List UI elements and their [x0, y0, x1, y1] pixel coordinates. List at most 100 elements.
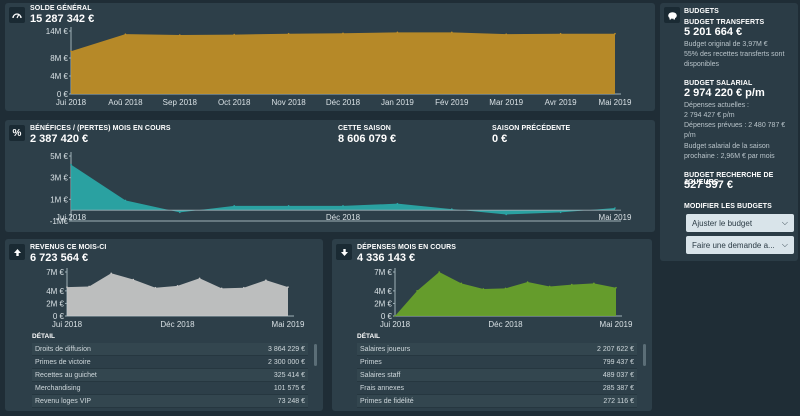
balance-y-tick: 8M € [50, 54, 68, 63]
revenue-y-tick: 0 € [53, 312, 65, 321]
expenses-point [416, 290, 418, 292]
expenses-detail-value: 2 207 622 € [597, 345, 634, 353]
expenses-point [482, 288, 485, 290]
balance-x-tick: Avr 2019 [545, 98, 577, 107]
revenue-point [154, 286, 157, 289]
revenue-point [176, 285, 179, 287]
previous-season-title: SAISON PRÉCÉDENTE [492, 125, 571, 132]
request-label: Faire une demande a... [692, 240, 775, 250]
balance-x-tick: Aoû 2018 [108, 98, 143, 107]
balance-y-tick: 14M € [46, 27, 69, 36]
expenses-detail-label: Salaires joueurs [360, 345, 411, 353]
balance-x-tick: Mar 2019 [489, 98, 523, 107]
balance-title: SOLDE GÉNÉRAL [30, 5, 92, 12]
expenses-x-tick: Mai 2019 [600, 320, 633, 329]
revenue-detail-row: Revenu loges VIP 73 248 € [32, 395, 308, 408]
balance-x-tick: Sep 2018 [163, 98, 198, 107]
previous-season-value: 0 € [492, 133, 508, 145]
expenses-area [395, 272, 616, 316]
expenses-y-tick: 0 € [381, 312, 393, 321]
profit-x-tick: Jui 2018 [56, 213, 87, 222]
profit-point [559, 211, 562, 214]
balance-x-tick: Déc 2018 [326, 98, 361, 107]
scouting-budget-title: BUDGET RECHERCHE DE JOUEURS [684, 172, 774, 186]
expenses-detail-label: Frais annexes [360, 384, 404, 392]
balance-point [614, 32, 616, 35]
balance-point [124, 33, 127, 35]
expenses-detail-row: Salaires staff 489 037 € [357, 369, 637, 382]
adjust-budget-dropdown[interactable]: Ajuster le budget ⌵ [686, 214, 794, 232]
profit-point [70, 163, 72, 166]
expenses-point [615, 286, 617, 289]
expenses-chart: 7M € 4M € 2M € 0 €Jui 2018 Déc 2018 Mai 2019 [374, 268, 633, 329]
arrow-down-icon [340, 248, 348, 256]
revenue-panel: REVENUS CE MOIS-CI 6 723 564 € 7M € 4M € 2… [5, 239, 323, 411]
revenue-detail-value: 73 248 € [277, 397, 305, 405]
expenses-point [593, 282, 595, 285]
revenue-point [220, 287, 223, 290]
expenses-panel: DÉPENSES MOIS EN COURS 4 336 143 € 7M € 4… [332, 239, 652, 411]
balance-point [179, 34, 181, 36]
revenue-scrollbar[interactable] [314, 344, 317, 366]
piggy-bank-icon [667, 11, 677, 19]
expenses-detail-list[interactable]: Salaires joueurs 2 207 622 € Primes 799 437… [357, 343, 637, 409]
revenue-detail-value: 2 300 000 € [268, 358, 305, 366]
expenses-title: DÉPENSES MOIS EN COURS [357, 244, 457, 251]
profit-x-tick: Déc 2018 [326, 213, 361, 222]
revenue-point [198, 277, 201, 280]
expenses-scrollbar[interactable] [643, 344, 646, 366]
chevron-down-icon: ⌵ [781, 240, 788, 249]
expenses-detail-value: 285 387 € [602, 384, 634, 392]
salary-next-season: Budget salarial de la saison prochaine :… [684, 143, 775, 161]
salary-planned-unit: p/m [684, 132, 696, 139]
revenue-detail-label: DÉTAIL [32, 333, 55, 340]
expenses-point [504, 287, 507, 290]
expenses-x-tick: Jui 2018 [380, 320, 411, 329]
revenue-detail-value: 325 414 € [273, 371, 305, 379]
balance-value: 15 287 342 € [30, 13, 95, 25]
revenue-detail-label: Merchandising [35, 384, 81, 392]
transfer-budget-title: BUDGET TRANSFERTS [684, 19, 765, 26]
profit-y-tick: 1M € [50, 195, 68, 204]
profit-value: 2 387 420 € [30, 133, 89, 145]
salary-planned-label: Dépenses prévues : 2 480 787 € [684, 122, 786, 129]
request-dropdown[interactable]: Faire une demande a... ⌵ [686, 236, 794, 254]
profit-y-tick: -1M€ [50, 217, 69, 226]
profit-point [342, 205, 344, 207]
revenue-detail-value: 3 864 229 € [268, 345, 305, 353]
percent-icon-box: % [9, 125, 25, 141]
expenses-y-tick: 2M € [374, 299, 392, 308]
expenses-detail-row: Primes de fidélité 272 116 € [357, 395, 637, 408]
balance-point [451, 31, 453, 34]
salary-budget-title: BUDGET SALARIAL [684, 80, 753, 87]
transfer-budget-note-original: Budget original de 3,97M € [684, 41, 768, 48]
salary-budget-value: 2 974 220 € p/m [684, 87, 765, 99]
profit-point [124, 199, 127, 202]
revenue-point [110, 272, 112, 275]
expenses-detail-row: Primes 799 437 € [357, 356, 637, 369]
arrow-down-icon-box [336, 244, 352, 260]
chevron-down-icon: ⌵ [781, 218, 788, 227]
salary-current-label: Dépenses actuelles : [684, 102, 749, 109]
revenue-title: REVENUS CE MOIS-CI [30, 244, 107, 251]
profit-x-tick: Mai 2019 [599, 213, 632, 222]
revenue-x-tick: Mai 2019 [272, 320, 305, 329]
expenses-point [460, 282, 463, 285]
balance-area [71, 32, 615, 94]
revenue-detail-value: 101 575 € [273, 384, 305, 392]
season-title: CETTE SAISON [338, 125, 391, 132]
balance-y-tick: 0 € [57, 90, 69, 99]
expenses-point [526, 281, 529, 283]
expenses-detail-row: Frais annexes 285 387 € [357, 382, 637, 395]
profit-area [71, 164, 615, 215]
balance-point [287, 32, 290, 35]
balance-point [505, 33, 508, 35]
revenue-detail-row: Droits de diffusion 3 864 229 € [32, 343, 308, 356]
balance-point [70, 50, 72, 53]
revenue-chart: 7M € 4M € 2M € 0 €Jui 2018 Déc 2018 Mai 2019 [46, 268, 305, 329]
profit-panel: % BÉNÉFICES / (PERTES) MOIS EN COURS 2 3… [5, 120, 655, 232]
revenue-y-tick: 2M € [46, 299, 64, 308]
expenses-detail-label: Primes de fidélité [360, 397, 414, 405]
revenue-point [287, 286, 289, 288]
revenue-detail-list[interactable]: Droits de diffusion 3 864 229 € Primes de … [32, 343, 308, 409]
